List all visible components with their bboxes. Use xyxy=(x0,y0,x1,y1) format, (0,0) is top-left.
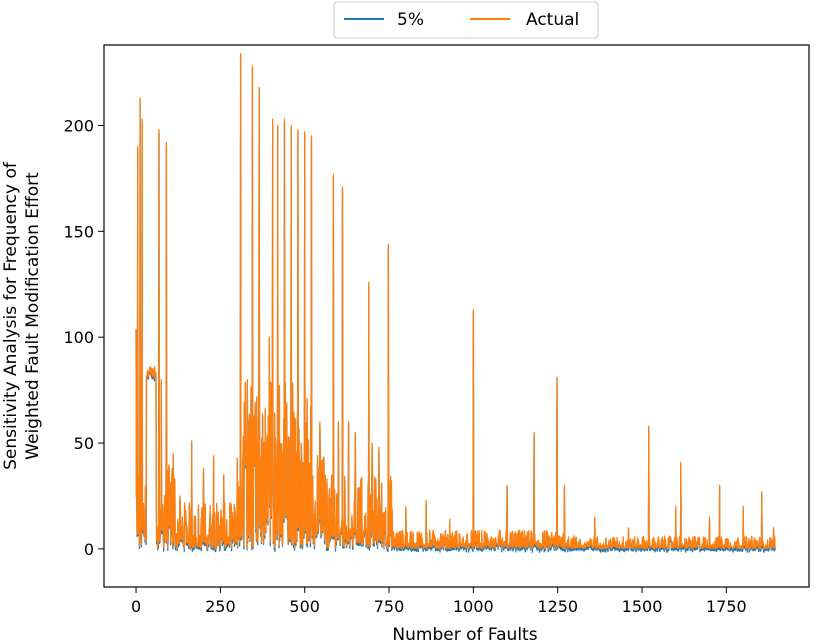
legend: 5% Actual xyxy=(333,1,599,39)
series-line-actual xyxy=(135,52,776,550)
series-lines xyxy=(135,52,776,553)
y-axis-label-line-2: Weighted Fault Modification Effort xyxy=(23,172,43,460)
y-axis-label-line-1: Sensitivity Analysis for Frequency of xyxy=(1,161,21,470)
plot-area: 0 250 500 750 1000 1250 1500 1750 0 50 100 150 200 xyxy=(63,44,810,616)
x-tick-label: 1500 xyxy=(622,597,663,616)
y-tick-label: 200 xyxy=(63,116,94,135)
x-tick-label: 1750 xyxy=(706,597,747,616)
legend-label-actual: Actual xyxy=(526,10,579,30)
y-tick-label: 150 xyxy=(63,222,94,241)
x-tick-label: 0 xyxy=(131,597,141,616)
x-tick-label: 250 xyxy=(205,597,236,616)
x-tick-label: 500 xyxy=(289,597,320,616)
x-tick-label: 750 xyxy=(374,597,405,616)
x-axis-label: Number of Faults xyxy=(392,625,537,643)
plot-frame xyxy=(103,44,810,588)
x-tick-label: 1000 xyxy=(453,597,494,616)
y-tick-label: 100 xyxy=(63,328,94,347)
legend-label-5pct: 5% xyxy=(397,10,424,30)
x-axis-ticks: 0 250 500 750 1000 1250 1500 1750 xyxy=(131,587,747,616)
legend-box xyxy=(333,1,599,39)
series-line-5pct xyxy=(135,54,776,553)
y-tick-label: 0 xyxy=(84,540,94,559)
y-axis-ticks: 0 50 100 150 200 xyxy=(63,116,104,559)
y-tick-label: 50 xyxy=(74,434,94,453)
x-tick-label: 1250 xyxy=(537,597,578,616)
